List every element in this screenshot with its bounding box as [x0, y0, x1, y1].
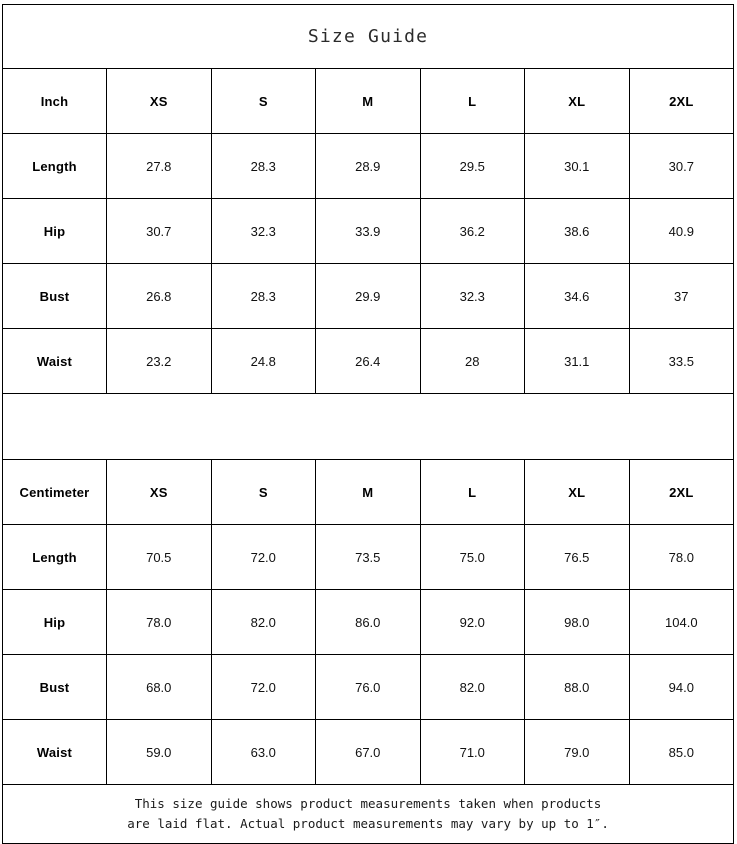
- inch-waist-s: 24.8: [210, 328, 316, 394]
- inch-bust-l: 32.3: [419, 263, 525, 329]
- centimeter-size-header-xl: XL: [524, 459, 630, 525]
- centimeter-hip-l: 92.0: [419, 589, 525, 655]
- centimeter-bust-xs: 68.0: [106, 654, 212, 720]
- centimeter-hip-xs: 78.0: [106, 589, 212, 655]
- table-row: Hip 78.0 82.0 86.0 92.0 98.0 104.0: [2, 589, 735, 655]
- centimeter-row-label-length: Length: [2, 524, 107, 590]
- footnote: This size guide shows product measuremen…: [1, 784, 735, 844]
- centimeter-length-s: 72.0: [210, 524, 316, 590]
- centimeter-hip-s: 82.0: [210, 589, 316, 655]
- centimeter-size-header-2xl: 2XL: [628, 459, 735, 525]
- inch-row-label-hip: Hip: [2, 198, 107, 264]
- inch-waist-2xl: 33.5: [628, 328, 735, 394]
- centimeter-waist-m: 67.0: [315, 719, 421, 785]
- inch-bust-xl: 34.6: [524, 263, 630, 329]
- inch-row-label-bust: Bust: [2, 263, 107, 329]
- inch-size-header-xl: XL: [524, 68, 630, 134]
- page-title: Size Guide: [1, 4, 735, 69]
- inch-bust-2xl: 37: [628, 263, 735, 329]
- inch-header-row: Inch XS S M L XL 2XL: [2, 68, 735, 134]
- inch-hip-l: 36.2: [419, 198, 525, 264]
- inch-length-l: 29.5: [419, 133, 525, 199]
- centimeter-size-header-xs: XS: [106, 459, 212, 525]
- size-guide-container: Size Guide Inch XS S M L XL 2XL Length 2…: [1, 4, 735, 844]
- inch-waist-xl: 31.1: [524, 328, 630, 394]
- centimeter-bust-l: 82.0: [419, 654, 525, 720]
- table-row: Length 27.8 28.3 28.9 29.5 30.1 30.7: [2, 133, 735, 199]
- footnote-row: This size guide shows product measuremen…: [1, 784, 735, 844]
- inch-hip-xl: 38.6: [524, 198, 630, 264]
- centimeter-length-2xl: 78.0: [628, 524, 735, 590]
- centimeter-bust-s: 72.0: [210, 654, 316, 720]
- table-row: Bust 26.8 28.3 29.9 32.3 34.6 37: [2, 263, 735, 329]
- inch-hip-m: 33.9: [315, 198, 421, 264]
- centimeter-row-label-hip: Hip: [2, 589, 107, 655]
- centimeter-length-m: 73.5: [315, 524, 421, 590]
- centimeter-waist-xl: 79.0: [524, 719, 630, 785]
- centimeter-waist-s: 63.0: [210, 719, 316, 785]
- table-spacer-cell: [1, 393, 735, 460]
- table-row: Waist 59.0 63.0 67.0 71.0 79.0 85.0: [2, 719, 735, 785]
- inch-bust-xs: 26.8: [106, 263, 212, 329]
- inch-waist-l: 28: [419, 328, 525, 394]
- centimeter-size-header-m: M: [315, 459, 421, 525]
- table-spacer-row: [1, 393, 735, 460]
- inch-hip-s: 32.3: [210, 198, 316, 264]
- inch-length-s: 28.3: [210, 133, 316, 199]
- inch-size-header-s: S: [210, 68, 316, 134]
- inch-unit-label: Inch: [2, 68, 107, 134]
- inch-row-label-waist: Waist: [2, 328, 107, 394]
- centimeter-length-l: 75.0: [419, 524, 525, 590]
- footnote-line-1: This size guide shows product measuremen…: [134, 796, 602, 811]
- inch-length-xl: 30.1: [524, 133, 630, 199]
- inch-size-header-xs: XS: [106, 68, 212, 134]
- centimeter-header-row: Centimeter XS S M L XL 2XL: [2, 459, 735, 525]
- inch-bust-m: 29.9: [315, 263, 421, 329]
- centimeter-hip-2xl: 104.0: [628, 589, 735, 655]
- centimeter-length-xs: 70.5: [106, 524, 212, 590]
- centimeter-bust-2xl: 94.0: [628, 654, 735, 720]
- centimeter-bust-xl: 88.0: [524, 654, 630, 720]
- inch-length-2xl: 30.7: [628, 133, 735, 199]
- footnote-line-2: are laid flat. Actual product measuremen…: [127, 816, 609, 831]
- centimeter-length-xl: 76.5: [524, 524, 630, 590]
- centimeter-unit-label: Centimeter: [2, 459, 107, 525]
- inch-waist-m: 26.4: [315, 328, 421, 394]
- centimeter-hip-m: 86.0: [315, 589, 421, 655]
- table-row: Bust 68.0 72.0 76.0 82.0 88.0 94.0: [2, 654, 735, 720]
- centimeter-size-header-s: S: [210, 459, 316, 525]
- inch-size-header-l: L: [419, 68, 525, 134]
- centimeter-waist-l: 71.0: [419, 719, 525, 785]
- inch-size-header-2xl: 2XL: [628, 68, 735, 134]
- centimeter-waist-xs: 59.0: [106, 719, 212, 785]
- inch-waist-xs: 23.2: [106, 328, 212, 394]
- inch-bust-s: 28.3: [210, 263, 316, 329]
- centimeter-hip-xl: 98.0: [524, 589, 630, 655]
- centimeter-size-header-l: L: [419, 459, 525, 525]
- table-row: Length 70.5 72.0 73.5 75.0 76.5 78.0: [2, 524, 735, 590]
- centimeter-bust-m: 76.0: [315, 654, 421, 720]
- inch-row-label-length: Length: [2, 133, 107, 199]
- inch-hip-xs: 30.7: [106, 198, 212, 264]
- inch-hip-2xl: 40.9: [628, 198, 735, 264]
- table-row: Hip 30.7 32.3 33.9 36.2 38.6 40.9: [2, 198, 735, 264]
- inch-size-header-m: M: [315, 68, 421, 134]
- inch-length-xs: 27.8: [106, 133, 212, 199]
- centimeter-row-label-waist: Waist: [2, 719, 107, 785]
- table-row: Waist 23.2 24.8 26.4 28 31.1 33.5: [2, 328, 735, 394]
- title-row: Size Guide: [1, 4, 735, 69]
- centimeter-waist-2xl: 85.0: [628, 719, 735, 785]
- inch-length-m: 28.9: [315, 133, 421, 199]
- centimeter-row-label-bust: Bust: [2, 654, 107, 720]
- size-guide-table: Size Guide Inch XS S M L XL 2XL Length 2…: [1, 4, 735, 844]
